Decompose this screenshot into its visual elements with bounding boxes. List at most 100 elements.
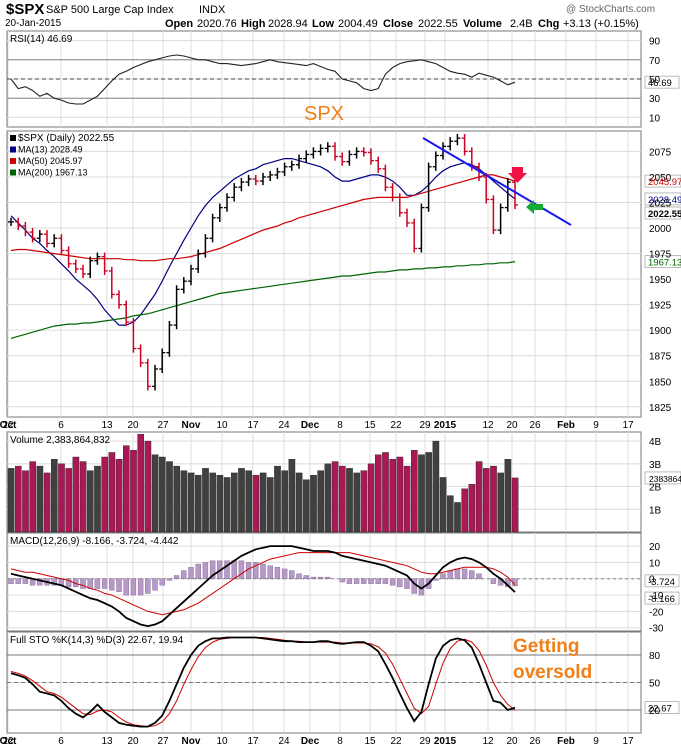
green-left-arrow xyxy=(526,200,543,214)
xtick-price-0: 22 xyxy=(2,420,14,431)
xtick-price-7: 10 xyxy=(216,420,228,431)
macd-line xyxy=(10,545,516,628)
volume-bar xyxy=(151,454,159,533)
volume-tick-4: 1B xyxy=(649,505,662,516)
panel-frame-price xyxy=(6,130,642,418)
macd-histogram-bar xyxy=(303,575,309,579)
macd-histogram-bar xyxy=(382,578,389,584)
xtick-sto-2: 6 xyxy=(58,736,64,746)
volume-bar xyxy=(130,449,137,533)
macd-histogram-bar xyxy=(166,578,173,581)
sto-title: Full STO %K(14,3) %D(3) 22.67, 19.94 xyxy=(10,635,184,646)
volume-bar xyxy=(7,468,15,533)
volume-tick-0: 4B xyxy=(649,437,662,448)
chart-index-name: S&P 500 Large Cap Index xyxy=(46,4,174,16)
macd-histogram-bar xyxy=(195,563,201,579)
volume-bar xyxy=(331,461,339,533)
macd-histogram-bar xyxy=(397,578,403,588)
resistance-trendline xyxy=(422,137,572,226)
volume-bar xyxy=(324,463,332,533)
volume-bar xyxy=(403,465,411,533)
ytick-sto-0: 20 xyxy=(649,706,661,717)
ytick-macd-2: -10 xyxy=(649,591,664,602)
volume-bar xyxy=(511,477,519,533)
volume-bar xyxy=(475,461,483,533)
volume-bar xyxy=(22,470,29,533)
xtick-price-17: 20 xyxy=(506,420,518,431)
macd-histogram-bar xyxy=(368,578,374,584)
chart-symbol: $SPX xyxy=(6,1,45,18)
price-badge-box-1 xyxy=(644,192,681,206)
ytick-rsi-1: 30 xyxy=(649,94,661,105)
volume-bar xyxy=(259,472,267,533)
ytick-macd-3: 0 xyxy=(649,575,655,586)
volume-bar xyxy=(115,459,123,533)
macd-histogram-bar xyxy=(101,578,108,589)
volume-bar xyxy=(79,461,87,533)
high-value: 2028.94 xyxy=(268,18,308,30)
macd-histogram-bar xyxy=(454,568,461,579)
ytick-price-5: 1950 xyxy=(649,275,672,286)
volume-bar xyxy=(94,465,101,533)
macd-histogram-bar xyxy=(361,578,367,584)
volume-bar xyxy=(51,459,58,533)
macd-histogram-bar xyxy=(260,563,266,579)
volume-bar xyxy=(317,470,325,533)
volume-bar xyxy=(194,474,202,533)
volume-bar xyxy=(367,463,375,533)
volume-bar xyxy=(303,479,310,533)
xtick-price-19: Feb xyxy=(557,420,575,431)
ytick-macd-1: -20 xyxy=(649,607,664,618)
macd-histogram-bar xyxy=(253,562,259,579)
volume-bar xyxy=(288,459,296,533)
xtick-price-14: 29 xyxy=(419,420,431,431)
macd-histogram-bar xyxy=(15,578,21,584)
volume-title: Volume 2,383,864,832 xyxy=(10,435,111,446)
xtick-sto-6: Nov xyxy=(182,736,201,746)
macd-histogram-bar xyxy=(224,560,230,579)
ytick-macd-5: 20 xyxy=(649,542,661,553)
chg-label: Chg xyxy=(538,18,560,30)
macd-histogram-bar xyxy=(440,573,446,579)
volume-bar xyxy=(346,468,353,533)
ytick-price-9: 2050 xyxy=(649,173,672,184)
ytick-sto-1: 50 xyxy=(649,679,661,690)
sto-k-line xyxy=(10,636,516,728)
ytick-price-6: 1975 xyxy=(649,250,672,261)
macd-histogram-bar xyxy=(267,565,273,579)
volume-bar xyxy=(216,474,224,533)
low-value: 2004.49 xyxy=(338,18,378,30)
macd-histogram-bar xyxy=(51,578,57,586)
ytick-price-7: 2000 xyxy=(649,224,672,235)
volume-bar xyxy=(180,470,188,533)
oversold-annotation-line2: oversold xyxy=(513,662,593,683)
ytick-price-4: 1925 xyxy=(649,301,672,312)
macd-histogram-bar xyxy=(22,578,29,584)
volume-bar xyxy=(389,459,397,533)
xtick-price-11: 8 xyxy=(337,420,343,431)
volume-bar xyxy=(497,472,505,533)
macd-histogram-bar xyxy=(65,578,72,588)
volume-bar xyxy=(281,470,289,533)
macd-histogram-bar xyxy=(116,578,122,593)
volume-tick-2: 2383864832 xyxy=(649,474,681,484)
price-badge-3: 1967.13 xyxy=(648,258,681,269)
volume-bar xyxy=(504,459,512,533)
macd-histogram-bar xyxy=(281,568,288,579)
xtick-sto-12: 15 xyxy=(364,736,376,746)
xtick-price-6: Nov xyxy=(182,420,201,431)
volume-bar xyxy=(396,456,404,533)
red-down-arrow xyxy=(508,167,527,183)
macd-histogram-bar xyxy=(289,570,295,579)
macd-histogram-bar xyxy=(447,570,453,579)
xtick-price-5: 27 xyxy=(157,420,169,431)
ytick-price-3: 1900 xyxy=(649,326,672,337)
volume-bar xyxy=(36,465,44,533)
volume-bar xyxy=(223,477,231,533)
volume-bar xyxy=(158,456,166,533)
volume-bar xyxy=(339,465,346,533)
macd-signal-line xyxy=(10,552,516,616)
xtick-sto-19: Feb xyxy=(557,736,575,746)
xtick-sto-0: 22 xyxy=(2,736,14,746)
xtick-price-20: 9 xyxy=(593,420,599,431)
